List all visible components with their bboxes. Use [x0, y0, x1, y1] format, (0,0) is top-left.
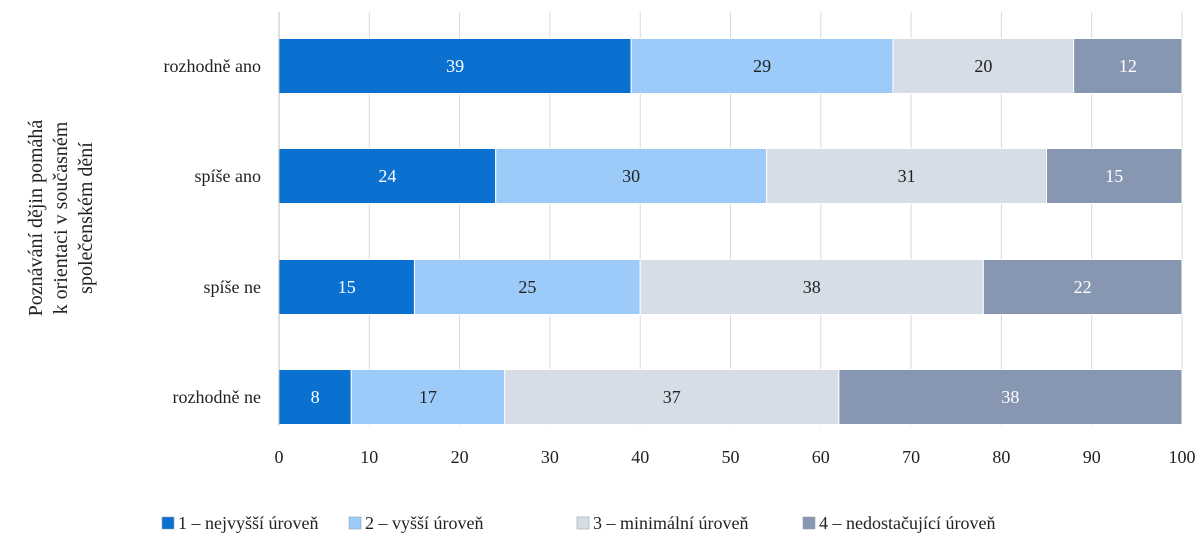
axes: 0 10 20 30 40 50 60 70 80 90 100 rozhodně ano spíše … [164, 12, 1196, 467]
x-tick-label: 0 [275, 447, 284, 467]
x-tick-label: 90 [1083, 447, 1101, 467]
y-axis-label-line: společenském dění [75, 142, 97, 294]
data-label: 17 [419, 387, 437, 407]
bar-segment [630, 38, 894, 94]
bar-segment [278, 148, 497, 204]
data-label: 37 [663, 387, 681, 407]
data-label: 30 [622, 166, 640, 186]
x-tick-label: 70 [902, 447, 920, 467]
legend-swatch [576, 516, 590, 530]
data-label: 15 [1105, 166, 1123, 186]
legend-swatch [802, 516, 816, 530]
bar-segment [495, 148, 768, 204]
data-label: 24 [378, 166, 396, 186]
legend-swatch [348, 516, 362, 530]
category-label: rozhodně ne [173, 387, 261, 407]
legend: 1 – nejvyšší úroveň 2 – vyšší úroveň 3 – m… [161, 513, 995, 533]
legend-label: 4 – nedostačující úroveň [819, 513, 995, 533]
data-label: 22 [1074, 277, 1092, 297]
category-label: spíše ne [204, 277, 262, 297]
x-tick-label: 80 [992, 447, 1010, 467]
bar-segment [1073, 38, 1183, 94]
bar-segment [1046, 148, 1183, 204]
data-label: 29 [753, 56, 771, 76]
y-axis-label-line: Poznávání dějin pomáhá [25, 120, 47, 317]
x-tick-label: 30 [541, 447, 559, 467]
bars: 39 29 20 12 24 30 31 15 15 25 38 22 8 17 37 38 [278, 38, 1183, 425]
data-label: 39 [446, 56, 464, 76]
y-axis-label-line: k orientaci v současném [50, 121, 72, 314]
legend-item: 4 – nedostačující úroveň [802, 513, 995, 533]
x-tick-label: 40 [631, 447, 649, 467]
bar-segment [504, 369, 840, 425]
legend-label: 3 – minimální úroveň [593, 513, 748, 533]
bar-segment [278, 369, 352, 425]
y-axis-title: Poznávání dějin pomáhá k orientaci v souč… [25, 120, 97, 317]
data-label: 38 [1001, 387, 1019, 407]
legend-swatch [161, 516, 175, 530]
bar-segment [350, 369, 506, 425]
x-tick-label: 60 [812, 447, 830, 467]
category-label: spíše ano [195, 166, 262, 186]
bar-segment [413, 259, 641, 315]
data-label: 25 [518, 277, 536, 297]
x-tick-label: 100 [1169, 447, 1196, 467]
data-label: 15 [338, 277, 356, 297]
bar-segment [838, 369, 1183, 425]
bar-segment [278, 38, 632, 94]
legend-item: 3 – minimální úroveň [576, 513, 748, 533]
bar-segment [892, 38, 1075, 94]
x-tick-label: 10 [360, 447, 378, 467]
legend-item: 1 – nejvyšší úroveň [161, 513, 318, 533]
data-label: 12 [1119, 56, 1137, 76]
legend-item: 2 – vyšší úroveň [348, 513, 484, 533]
bar-segment [278, 259, 415, 315]
legend-label: 2 – vyšší úroveň [365, 513, 484, 533]
x-tick-label: 20 [451, 447, 469, 467]
data-label: 8 [311, 387, 320, 407]
legend-label: 1 – nejvyšší úroveň [178, 513, 318, 533]
category-label: rozhodně ano [164, 56, 261, 76]
data-label: 20 [974, 56, 992, 76]
x-tick-label: 50 [722, 447, 740, 467]
bar-segment [982, 259, 1183, 315]
data-label: 31 [898, 166, 916, 186]
data-label: 38 [803, 277, 821, 297]
